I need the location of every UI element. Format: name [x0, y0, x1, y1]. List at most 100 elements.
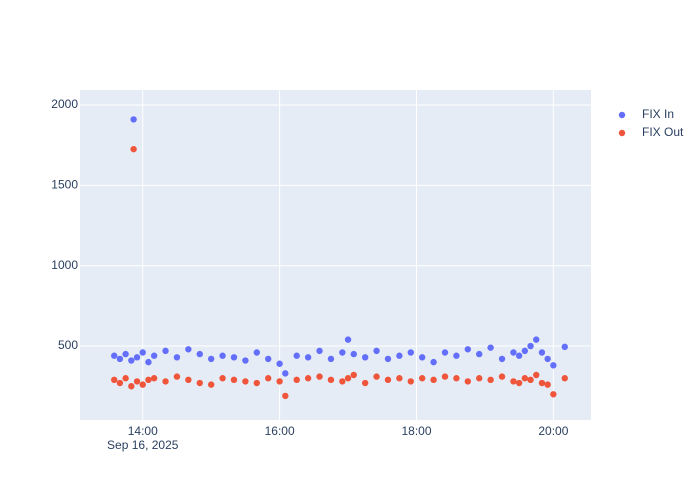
data-point	[538, 379, 546, 387]
data-point	[327, 355, 335, 363]
data-point	[464, 346, 472, 353]
data-point	[242, 357, 249, 364]
data-point	[384, 376, 392, 384]
data-point	[219, 375, 226, 382]
data-point	[430, 358, 437, 366]
data-point	[510, 378, 517, 385]
data-point	[361, 354, 369, 361]
legend-marker	[618, 111, 626, 119]
data-point	[384, 355, 392, 363]
data-point	[122, 375, 129, 382]
data-point	[196, 379, 203, 387]
data-point	[327, 376, 335, 384]
legend-label[interactable]: FIX In	[642, 107, 674, 121]
data-point	[185, 346, 192, 353]
data-point	[316, 347, 323, 355]
data-point	[550, 391, 557, 398]
data-point	[515, 352, 523, 359]
data-point	[219, 352, 226, 359]
data-point	[196, 350, 203, 358]
legend-label[interactable]: FIX Out	[642, 125, 684, 139]
data-point	[396, 352, 403, 359]
data-point	[521, 375, 529, 382]
y-tick-label: 500	[58, 338, 78, 352]
data-point	[253, 379, 260, 387]
data-point	[282, 392, 289, 400]
data-point	[344, 336, 352, 343]
data-point	[116, 355, 124, 363]
data-point	[145, 376, 152, 384]
data-point	[350, 350, 357, 358]
data-point	[538, 349, 546, 356]
data-point	[282, 370, 289, 377]
data-point	[150, 352, 158, 359]
data-point	[339, 349, 346, 356]
y-tick-label: 1500	[51, 177, 78, 191]
x-tick-label: 20:00	[538, 424, 568, 438]
grid	[80, 90, 591, 420]
data-point	[242, 378, 249, 385]
data-point	[510, 349, 517, 356]
data-point	[128, 357, 135, 364]
data-point	[316, 373, 323, 380]
data-point	[128, 383, 135, 390]
x-date-label: Sep 16, 2025	[107, 438, 179, 452]
data-point	[373, 373, 380, 380]
data-point	[207, 355, 215, 363]
data-point	[185, 376, 192, 384]
data-point	[407, 349, 414, 356]
data-point	[350, 371, 357, 379]
data-point	[453, 352, 460, 359]
data-point	[373, 347, 380, 355]
legend-marker	[618, 129, 626, 137]
data-point	[265, 375, 272, 382]
y-tick-label: 2000	[51, 97, 78, 111]
x-tick-label: 14:00	[128, 424, 158, 438]
data-point	[276, 360, 283, 367]
data-point	[173, 373, 181, 380]
data-point	[464, 378, 472, 385]
data-point	[162, 378, 169, 385]
data-point	[441, 373, 449, 380]
data-point	[150, 375, 158, 382]
data-point	[561, 343, 568, 351]
data-point	[544, 355, 551, 363]
data-point	[130, 145, 137, 153]
data-point	[487, 376, 494, 384]
data-point	[304, 354, 312, 361]
data-point	[111, 352, 118, 359]
data-point	[230, 354, 238, 361]
data-point	[430, 376, 437, 384]
data-point	[515, 379, 523, 387]
data-point	[544, 381, 551, 388]
data-point	[533, 336, 540, 343]
data-point	[207, 381, 215, 388]
data-point	[476, 375, 483, 382]
data-point	[293, 352, 300, 359]
data-point	[139, 381, 146, 388]
x-tick-label: 16:00	[265, 424, 295, 438]
data-point	[116, 379, 124, 387]
data-point	[498, 373, 506, 380]
data-point	[396, 375, 403, 382]
data-point	[111, 376, 118, 384]
data-point	[476, 350, 483, 358]
marks	[111, 116, 568, 400]
data-point	[550, 362, 557, 369]
data-point	[173, 354, 181, 361]
data-point	[498, 355, 506, 363]
data-point	[487, 344, 494, 351]
data-point	[253, 349, 260, 356]
data-point	[276, 378, 283, 385]
data-point	[418, 354, 426, 361]
data-point	[527, 342, 534, 350]
y-tick-label: 1000	[51, 258, 78, 272]
data-point	[139, 349, 146, 356]
data-point	[162, 347, 169, 355]
data-point	[265, 355, 272, 363]
data-point	[293, 376, 300, 384]
data-point	[441, 349, 449, 356]
data-point	[453, 375, 460, 382]
